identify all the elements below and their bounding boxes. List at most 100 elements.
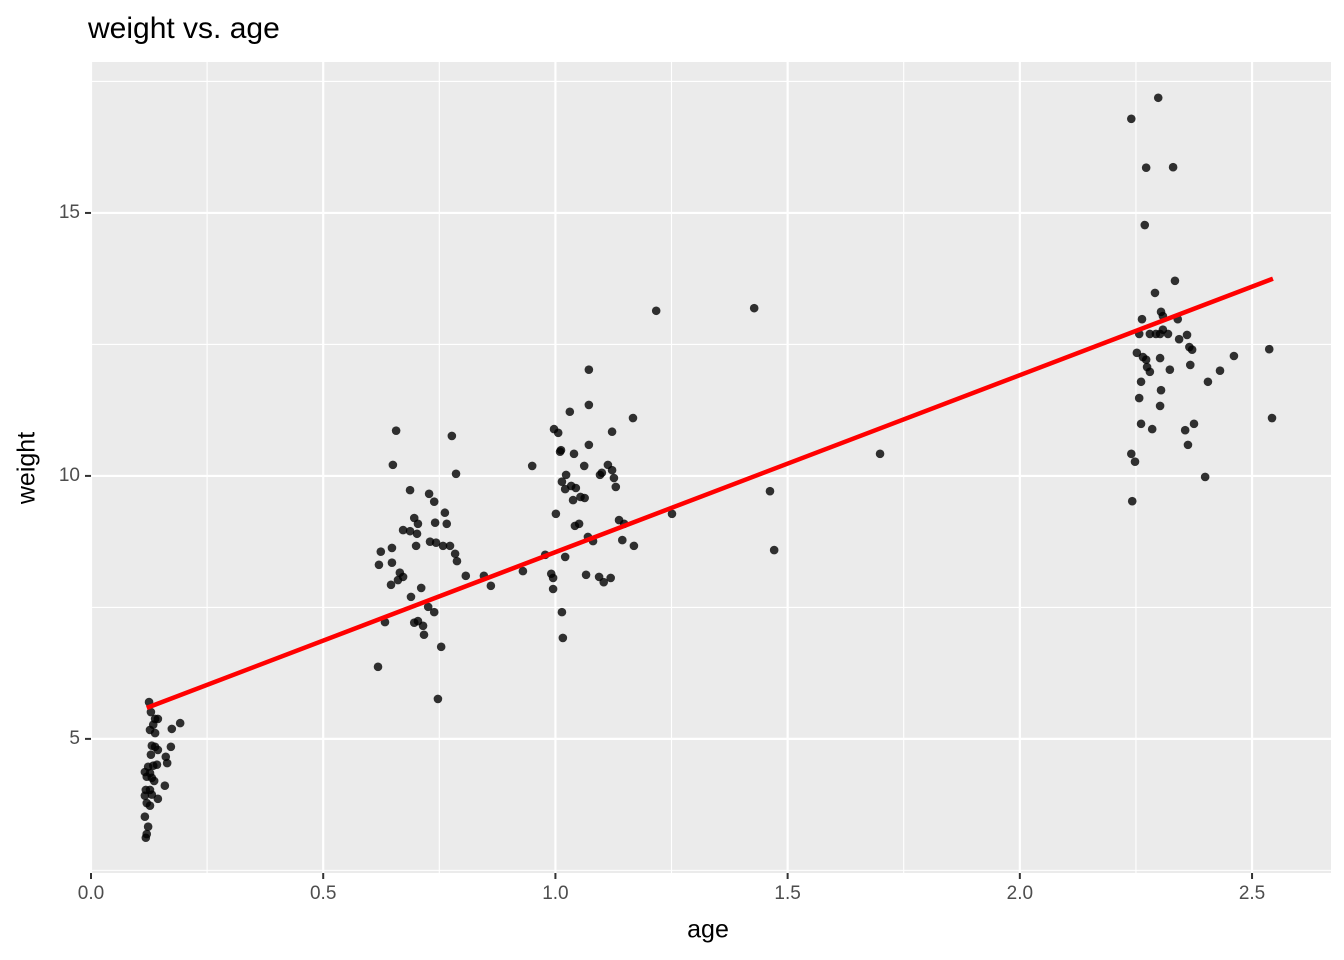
plot-panel bbox=[91, 62, 1331, 873]
x-tick-label: 0.0 bbox=[78, 883, 104, 904]
point bbox=[581, 570, 591, 580]
point bbox=[765, 486, 775, 496]
point bbox=[424, 489, 434, 499]
point bbox=[1130, 457, 1140, 467]
point bbox=[147, 790, 157, 799]
point bbox=[167, 724, 177, 734]
point bbox=[617, 535, 627, 545]
x-axis-title: age bbox=[687, 916, 729, 944]
point bbox=[146, 750, 156, 759]
point bbox=[1155, 353, 1165, 363]
point bbox=[667, 509, 677, 519]
point bbox=[374, 560, 384, 570]
point bbox=[651, 306, 661, 316]
point bbox=[565, 407, 575, 417]
point bbox=[150, 728, 160, 738]
point bbox=[166, 742, 176, 752]
point bbox=[548, 573, 558, 583]
point bbox=[416, 583, 426, 593]
point bbox=[153, 745, 163, 755]
point bbox=[1126, 114, 1136, 124]
point bbox=[1185, 360, 1195, 370]
point bbox=[451, 469, 461, 479]
y-tick-label: 5 bbox=[69, 728, 80, 749]
point bbox=[609, 473, 619, 483]
point bbox=[875, 449, 885, 459]
point bbox=[584, 365, 594, 374]
point bbox=[1140, 220, 1150, 230]
point bbox=[1156, 385, 1166, 395]
point bbox=[574, 519, 584, 529]
point bbox=[440, 508, 450, 518]
point bbox=[398, 525, 408, 535]
point bbox=[393, 575, 403, 585]
x-tick-label: 2.5 bbox=[1239, 883, 1265, 904]
point bbox=[1141, 355, 1151, 364]
point bbox=[1127, 496, 1137, 506]
point bbox=[140, 812, 150, 822]
point bbox=[568, 495, 578, 505]
point bbox=[391, 426, 401, 435]
point bbox=[388, 460, 398, 470]
point bbox=[160, 781, 170, 790]
point bbox=[175, 718, 185, 728]
point bbox=[387, 558, 397, 567]
point bbox=[412, 529, 422, 539]
point bbox=[433, 694, 443, 704]
point bbox=[579, 461, 589, 471]
point bbox=[1170, 276, 1180, 286]
point bbox=[1182, 330, 1192, 340]
point bbox=[461, 571, 471, 581]
point bbox=[452, 556, 462, 566]
point bbox=[606, 573, 615, 583]
point bbox=[1136, 377, 1146, 387]
point bbox=[143, 822, 153, 832]
point bbox=[386, 580, 396, 590]
point bbox=[442, 519, 452, 529]
point bbox=[423, 602, 433, 612]
point bbox=[406, 592, 416, 602]
point bbox=[580, 493, 589, 503]
point bbox=[597, 468, 607, 478]
point bbox=[599, 577, 609, 587]
trend-line bbox=[145, 276, 1274, 710]
point bbox=[418, 621, 428, 631]
point bbox=[1145, 329, 1155, 339]
point bbox=[1180, 425, 1190, 435]
point bbox=[141, 833, 151, 843]
point bbox=[373, 662, 383, 672]
point bbox=[1200, 472, 1210, 482]
point bbox=[376, 547, 386, 556]
point bbox=[438, 541, 448, 551]
point bbox=[557, 477, 567, 487]
point bbox=[553, 428, 563, 438]
point bbox=[1158, 325, 1168, 335]
y-tick-label: 10 bbox=[59, 465, 80, 486]
point bbox=[1267, 413, 1277, 423]
point bbox=[1264, 344, 1274, 354]
point bbox=[405, 526, 415, 536]
point bbox=[555, 447, 565, 457]
point bbox=[431, 538, 441, 548]
y-axis-title: weight bbox=[13, 432, 41, 505]
point bbox=[411, 541, 421, 551]
chart-title: weight vs. age bbox=[87, 12, 280, 45]
point bbox=[1187, 345, 1197, 354]
y-tick-label: 15 bbox=[59, 202, 80, 223]
point bbox=[445, 541, 455, 551]
point bbox=[749, 303, 759, 313]
point bbox=[1150, 288, 1160, 298]
x-tick-label: 1.0 bbox=[542, 883, 568, 904]
point bbox=[527, 461, 537, 471]
point bbox=[1183, 440, 1193, 450]
point bbox=[162, 758, 172, 768]
point bbox=[486, 581, 496, 591]
point bbox=[628, 413, 638, 423]
point bbox=[419, 630, 429, 640]
point bbox=[629, 541, 639, 551]
point bbox=[429, 497, 439, 506]
point bbox=[1132, 348, 1142, 358]
point bbox=[607, 465, 617, 475]
point bbox=[153, 714, 163, 724]
point bbox=[436, 642, 446, 652]
